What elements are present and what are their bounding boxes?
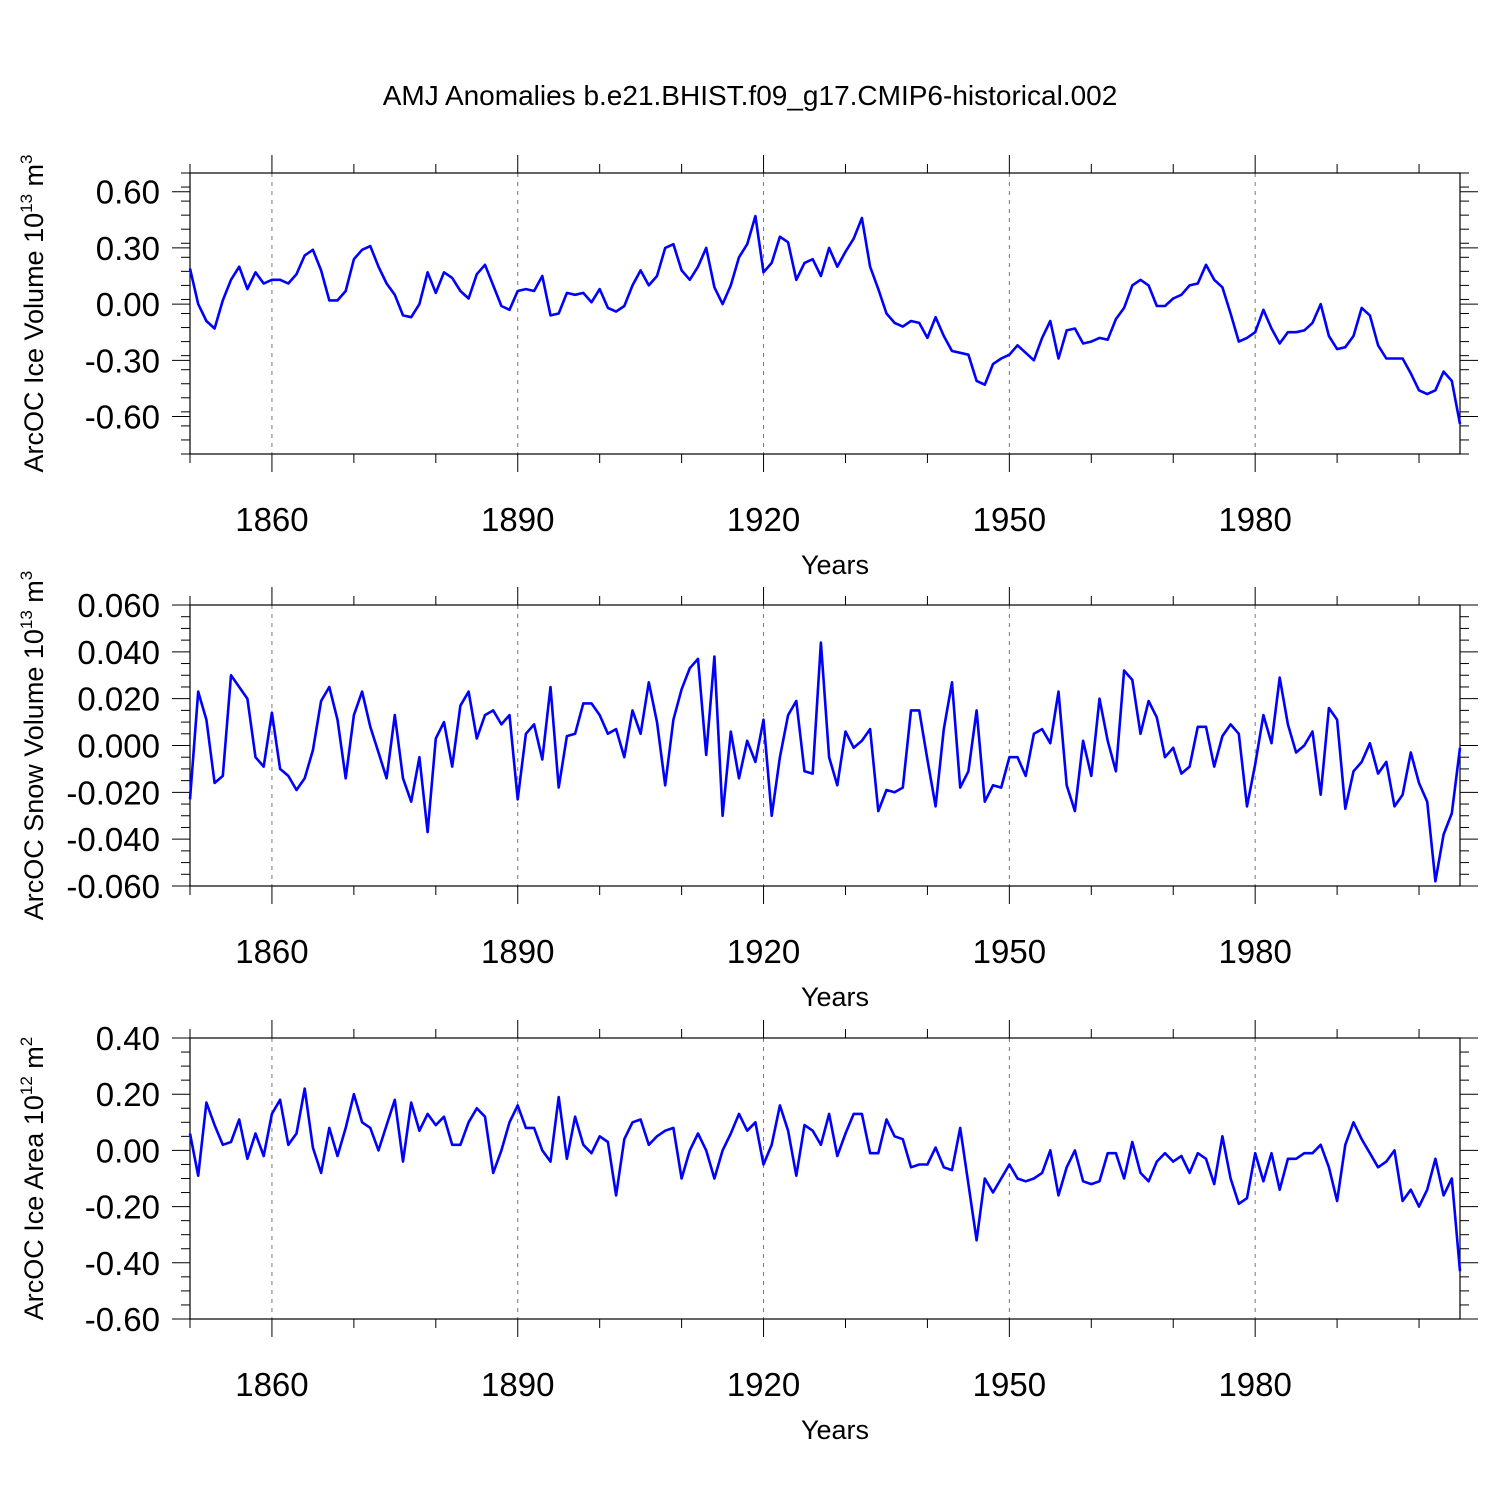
series-line: [188, 214, 1462, 425]
y-tick-label: 0.000: [77, 728, 160, 765]
x-axis-label: Years: [801, 550, 869, 580]
y-tick-label: 0.040: [77, 634, 160, 671]
y-tick-label: -0.30: [85, 342, 160, 379]
x-tick-label: 1860: [235, 1366, 308, 1403]
y-tick-label: -0.60: [85, 399, 160, 436]
x-tick-label: 1860: [235, 501, 308, 538]
y-tick-label: 0.00: [96, 286, 160, 323]
x-tick-label: 1920: [727, 1366, 800, 1403]
panel-3: 0.40 0.20 0.00 -0.20 -0.40 -0.60 1860 1890 1920 1…: [17, 1020, 1478, 1445]
x-tick-label: 1920: [727, 933, 800, 970]
series-line: [188, 641, 1462, 883]
plot-frame: [189, 172, 1461, 455]
y-tick-label: 0.020: [77, 681, 160, 718]
x-tick-label: 1980: [1218, 501, 1291, 538]
series-line: [188, 1087, 1462, 1272]
y-tick-label: -0.020: [66, 774, 160, 811]
plot-frame: [189, 1037, 1461, 1320]
y-tick-label: 0.40: [96, 1020, 160, 1057]
x-tick-label: 1980: [1218, 933, 1291, 970]
x-tick-label: 1890: [481, 1366, 554, 1403]
y-axis-label: ArcOC Ice Volume 1013 m3: [17, 154, 49, 472]
x-tick-label: 1950: [973, 1366, 1046, 1403]
y-tick-label: -0.40: [85, 1245, 160, 1282]
x-tick-label: 1950: [973, 933, 1046, 970]
y-tick-label: 0.060: [77, 587, 160, 624]
panel-2: 0.060 0.040 0.020 0.000 -0.020 -0.040 -0.060 18…: [17, 571, 1478, 1012]
panels: 0.60 0.30 0.00 -0.30 -0.60 1860 1890 1920 1950 19…: [17, 154, 1478, 1445]
y-tick-label: 0.60: [96, 174, 160, 211]
y-axis-label: ArcOC Snow Volume 1013 m3: [17, 571, 49, 921]
x-tick-label: 1920: [727, 501, 800, 538]
figure-title: AMJ Anomalies b.e21.BHIST.f09_g17.CMIP6-…: [383, 80, 1118, 111]
y-tick-label: -0.060: [66, 868, 160, 905]
x-tick-label: 1860: [235, 933, 308, 970]
panel-1: 0.60 0.30 0.00 -0.30 -0.60 1860 1890 1920 1950 19…: [17, 154, 1478, 580]
y-tick-label: 0.30: [96, 230, 160, 267]
x-tick-label: 1890: [481, 933, 554, 970]
x-tick-label: 1890: [481, 501, 554, 538]
x-axis-label: Years: [801, 982, 869, 1012]
y-axis-label: ArcOC Ice Area 1012 m2: [17, 1037, 49, 1321]
y-tick-label: 0.20: [96, 1076, 160, 1113]
y-tick-label: -0.20: [85, 1189, 160, 1226]
y-tick-label: 0.00: [96, 1132, 160, 1169]
x-tick-label: 1980: [1218, 1366, 1291, 1403]
x-tick-label: 1950: [973, 501, 1046, 538]
plot-frame: [189, 604, 1461, 887]
y-tick-label: -0.60: [85, 1301, 160, 1338]
y-tick-label: -0.040: [66, 821, 160, 858]
x-axis-label: Years: [801, 1415, 869, 1445]
